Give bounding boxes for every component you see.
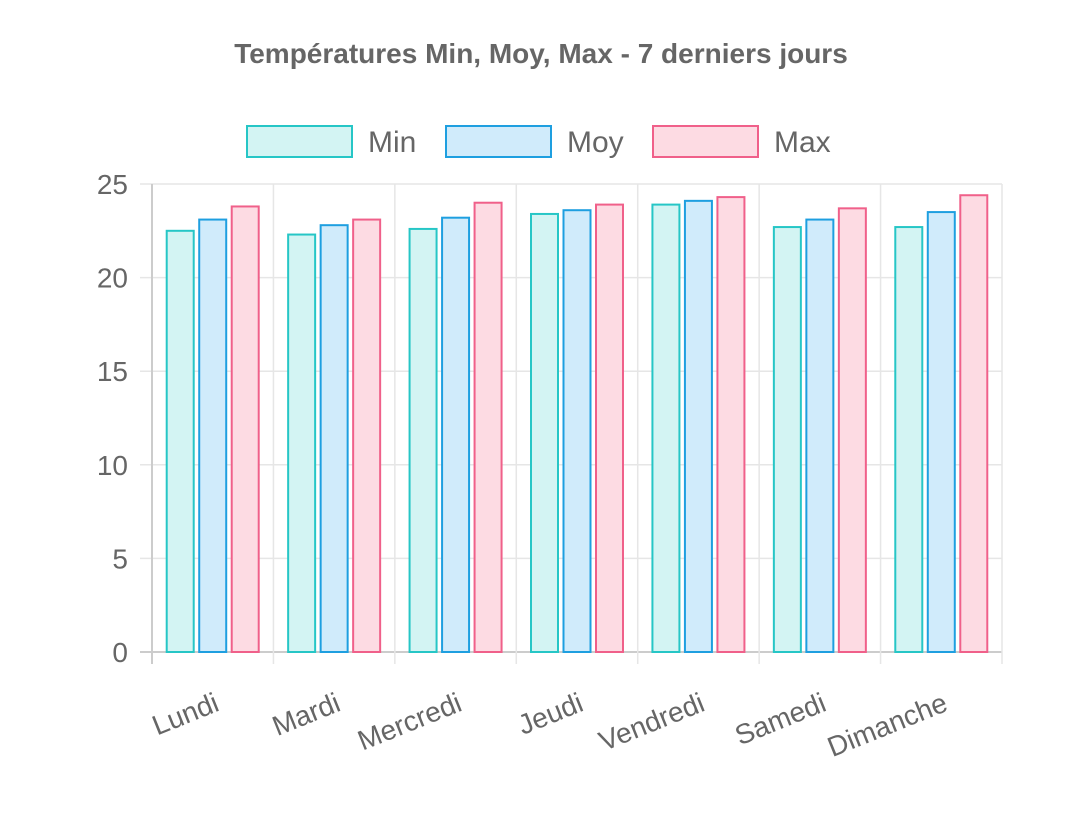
bar-moy <box>562 209 592 653</box>
legend: Min Moy Max <box>246 125 831 159</box>
bar-moy <box>683 199 713 654</box>
bar-min <box>165 229 195 654</box>
bar-max <box>230 205 260 654</box>
bar-min <box>530 212 559 653</box>
x-tick-label: Dimanche <box>823 687 951 763</box>
y-tick-label: 5 <box>112 543 128 574</box>
legend-swatch-moy[interactable] <box>445 125 552 158</box>
bar-min <box>894 226 924 653</box>
bar-moy <box>319 224 349 654</box>
y-tick-label: 15 <box>97 356 128 387</box>
x-tick-label: Mercredi <box>353 687 466 757</box>
bar-min <box>772 226 802 653</box>
x-tick-label: Samedi <box>730 687 830 751</box>
x-tick-label: Mardi <box>268 687 345 742</box>
legend-swatch-min[interactable] <box>246 125 353 158</box>
y-tick-label: 20 <box>97 263 128 294</box>
bar-max <box>473 201 503 653</box>
bar-min <box>408 227 438 653</box>
legend-swatch-max[interactable] <box>652 125 759 158</box>
chart-title: Températures Min, Moy, Max - 7 derniers … <box>234 38 848 69</box>
bar-moy <box>926 211 956 654</box>
bar-max <box>716 196 746 653</box>
x-tick-label: Vendredi <box>595 687 709 757</box>
bar-moy <box>805 218 835 653</box>
bar-max <box>959 194 989 653</box>
bar-moy <box>198 218 228 653</box>
bar-max <box>352 218 382 653</box>
bar-max <box>595 203 624 653</box>
legend-label-max[interactable]: Max <box>774 126 831 159</box>
y-tick-label: 25 <box>97 169 128 200</box>
bar-min <box>651 203 681 653</box>
legend-label-min[interactable]: Min <box>368 126 416 159</box>
bar-moy <box>441 216 471 653</box>
bar-max <box>837 207 867 653</box>
bars <box>165 194 989 654</box>
legend-label-moy[interactable]: Moy <box>567 126 624 159</box>
bar-min <box>287 233 317 653</box>
y-tick-label: 10 <box>97 450 128 481</box>
x-tick-label: Jeudi <box>514 687 588 741</box>
x-tick-label: Lundi <box>148 687 223 741</box>
y-tick-label: 0 <box>112 637 128 668</box>
